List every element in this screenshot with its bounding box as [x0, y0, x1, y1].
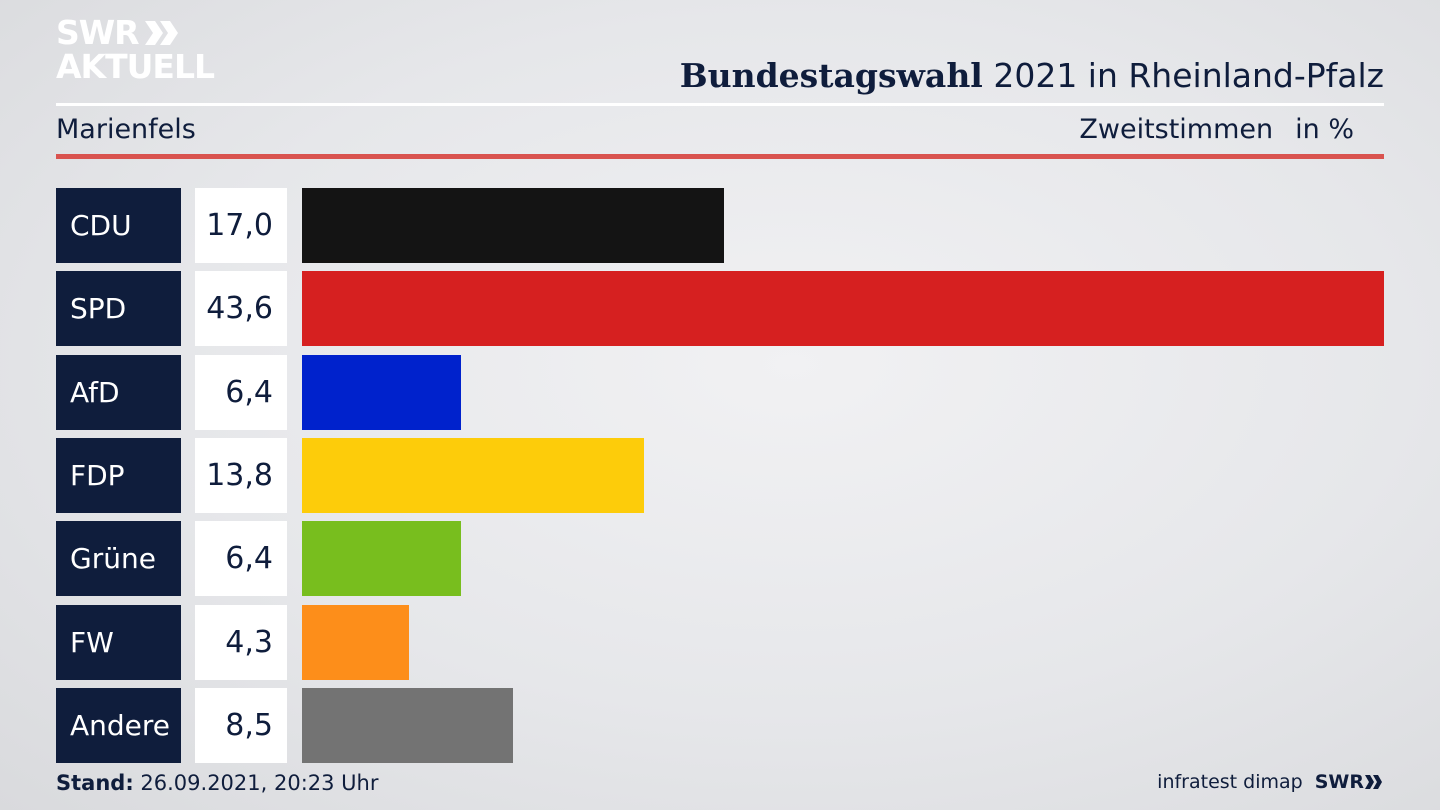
bar-fw: [302, 605, 409, 680]
title-rest: 2021 in Rheinland-Pfalz: [982, 56, 1384, 95]
party-label: Andere: [56, 688, 181, 763]
value-text: 13,8: [206, 458, 273, 493]
stand-label: Stand:: [56, 771, 134, 795]
bar-andere: [302, 688, 513, 763]
bar-grüne: [302, 521, 461, 596]
logo-line2: AKTUELL: [56, 47, 215, 86]
value-text: 43,6: [206, 291, 273, 326]
title-bold: Bundestagswahl: [679, 56, 983, 95]
header-divider: [56, 103, 1384, 106]
swr-aktuell-logo: SWR AKTUELL: [56, 13, 215, 86]
source-label: infratest dimap: [1157, 771, 1303, 793]
value-text: 17,0: [206, 208, 273, 243]
bar-cdu: [302, 188, 724, 263]
party-label: FW: [56, 605, 181, 680]
party-name: SPD: [70, 292, 127, 325]
timestamp: Stand: 26.09.2021, 20:23 Uhr: [56, 771, 379, 795]
swr-footer-logo: SWR: [1315, 771, 1384, 793]
value-text: 6,4: [225, 375, 273, 410]
value-text: 8,5: [225, 708, 273, 743]
party-name: CDU: [70, 209, 132, 242]
bar-spd: [302, 271, 1384, 346]
unit-label: in %: [1295, 114, 1354, 145]
party-name: Grüne: [70, 542, 156, 575]
party-name: FW: [70, 626, 114, 659]
footer-brand: SWR: [1314, 771, 1364, 793]
bar-fdp: [302, 438, 644, 513]
accent-divider: [56, 154, 1384, 159]
party-label: CDU: [56, 188, 181, 263]
stand-value: 26.09.2021, 20:23 Uhr: [133, 771, 379, 795]
value-label: 17,0: [195, 188, 287, 263]
party-name: Andere: [70, 709, 171, 742]
measure-label: Zweitstimmen: [1079, 114, 1274, 145]
value-label: 8,5: [195, 688, 287, 763]
page-title: Bundestagswahl 2021 in Rheinland-Pfalz: [680, 56, 1384, 95]
municipality-name: Marienfels: [56, 114, 196, 145]
bar-afd: [302, 355, 461, 430]
value-label: 6,4: [195, 355, 287, 430]
value-label: 43,6: [195, 271, 287, 346]
value-text: 4,3: [225, 625, 273, 660]
value-label: 6,4: [195, 521, 287, 596]
measure-heading: Zweitstimmen in %: [1079, 114, 1354, 145]
party-label: Grüne: [56, 521, 181, 596]
value-label: 13,8: [195, 438, 287, 513]
party-label: SPD: [56, 271, 181, 346]
value-label: 4,3: [195, 605, 287, 680]
value-text: 6,4: [225, 541, 273, 576]
footer-credits: infratest dimap SWR: [1157, 771, 1384, 793]
party-label: AfD: [56, 355, 181, 430]
logo-line1: SWR: [56, 13, 140, 52]
party-name: FDP: [70, 459, 125, 492]
party-label: FDP: [56, 438, 181, 513]
footer-chevron-icon: [1365, 775, 1382, 789]
double-chevron-icon: [144, 21, 178, 45]
party-name: AfD: [70, 376, 120, 409]
